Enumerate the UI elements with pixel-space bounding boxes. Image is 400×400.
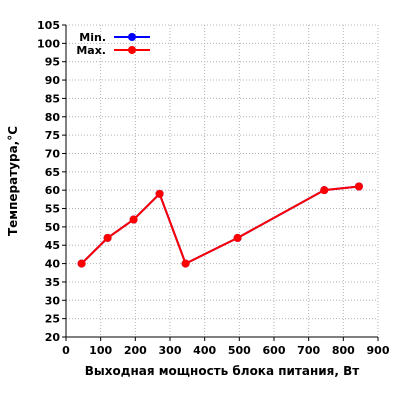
- x-tick-label-1: 100: [89, 344, 112, 357]
- series-1: [77, 182, 363, 268]
- series-line-1: [80, 185, 360, 265]
- plot-area: [66, 25, 378, 337]
- y-tick-label-12: 80: [45, 111, 61, 124]
- y-tick-label-13: 85: [45, 92, 60, 105]
- legend-label-0: Min.: [79, 31, 106, 44]
- y-tick-label-3: 35: [45, 276, 60, 289]
- y-tick-label-8: 60: [45, 184, 61, 197]
- legend-marker-0: [128, 33, 136, 41]
- y-tick-label-6: 50: [45, 221, 61, 234]
- y-tick-label-7: 55: [45, 203, 60, 216]
- y-tick-label-14: 90: [45, 74, 61, 87]
- y-tick-label-16: 100: [37, 37, 60, 50]
- grid-lines: [66, 24, 379, 337]
- data-point-1-4: [181, 259, 190, 268]
- x-tick-label-9: 900: [367, 344, 390, 357]
- data-point-1-5: [233, 233, 242, 242]
- y-tick-label-5: 45: [45, 239, 60, 252]
- y-tick-labels: 20 25 30 35 40 45 50 55 60 65 70 75 80 85 90 95 100 105: [37, 19, 60, 344]
- data-point-1-7: [354, 182, 363, 191]
- data-point-1-2: [129, 215, 138, 224]
- x-tick-label-3: 300: [159, 344, 182, 357]
- x-tick-label-7: 700: [297, 344, 320, 357]
- y-tick-label-1: 25: [45, 313, 60, 326]
- legend: Min.Max.: [76, 31, 150, 57]
- x-tick-label-0: 0: [62, 344, 70, 357]
- x-tick-labels: 0 100 200 300 400 500 600 700 800 900: [62, 344, 390, 357]
- x-tick-label-2: 200: [124, 344, 147, 357]
- data-point-1-1: [103, 233, 112, 242]
- x-tick-label-4: 400: [193, 344, 216, 357]
- y-tick-label-15: 95: [45, 56, 60, 69]
- x-tick-label-8: 800: [332, 344, 355, 357]
- legend-label-1: Max.: [76, 44, 106, 57]
- y-tick-label-4: 40: [45, 258, 61, 271]
- y-tick-label-10: 70: [45, 147, 61, 160]
- y-tick-label-9: 65: [45, 166, 60, 179]
- series-layer: [77, 182, 363, 268]
- data-point-1-6: [320, 186, 329, 195]
- x-tick-label-5: 500: [228, 344, 251, 357]
- axes: [62, 24, 379, 341]
- legend-marker-1: [128, 46, 136, 54]
- x-axis-title: Выходная мощность блока питания, Вт: [85, 364, 360, 378]
- x-tick-label-6: 600: [263, 344, 286, 357]
- y-tick-label-2: 30: [45, 294, 61, 307]
- y-tick-label-11: 75: [45, 129, 60, 142]
- data-point-1-3: [155, 189, 164, 198]
- y-tick-label-17: 105: [37, 19, 60, 32]
- data-point-1-0: [77, 259, 86, 268]
- y-axis-title: Температура,°C: [6, 126, 20, 236]
- y-tick-label-0: 20: [45, 331, 61, 344]
